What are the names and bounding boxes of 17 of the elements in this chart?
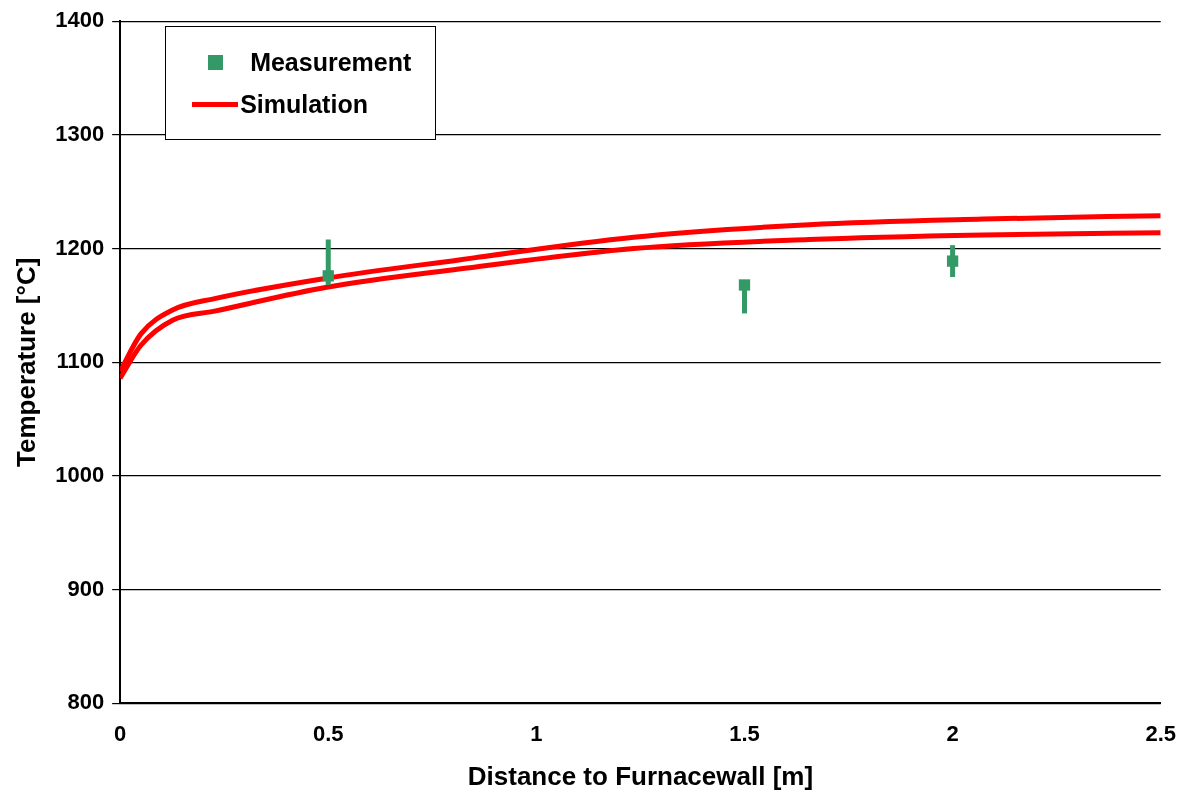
y-axis-title: Temperature [°C] xyxy=(10,257,41,467)
y-tick-label: 900 xyxy=(67,575,105,601)
legend-label: Measurement xyxy=(250,47,412,77)
x-tick-label: 2 xyxy=(946,720,959,746)
x-tick-label: 1 xyxy=(530,720,543,746)
x-tick-label: 0.5 xyxy=(312,720,344,746)
x-tick-label: 0 xyxy=(114,720,127,746)
x-axis-title: Distance to Furnacewall [m] xyxy=(467,760,814,791)
y-tick-label: 1200 xyxy=(55,234,105,260)
x-tick-label: 2.5 xyxy=(1145,720,1177,746)
y-tick-label: 1000 xyxy=(55,462,105,488)
x-tick-label: 1.5 xyxy=(729,720,760,746)
y-tick-label: 800 xyxy=(67,689,105,715)
legend-label: Simulation xyxy=(240,89,368,119)
y-tick-label: 1100 xyxy=(56,348,105,374)
y-tick-label: 1300 xyxy=(55,120,105,146)
y-tick-label: 1400 xyxy=(55,7,105,33)
